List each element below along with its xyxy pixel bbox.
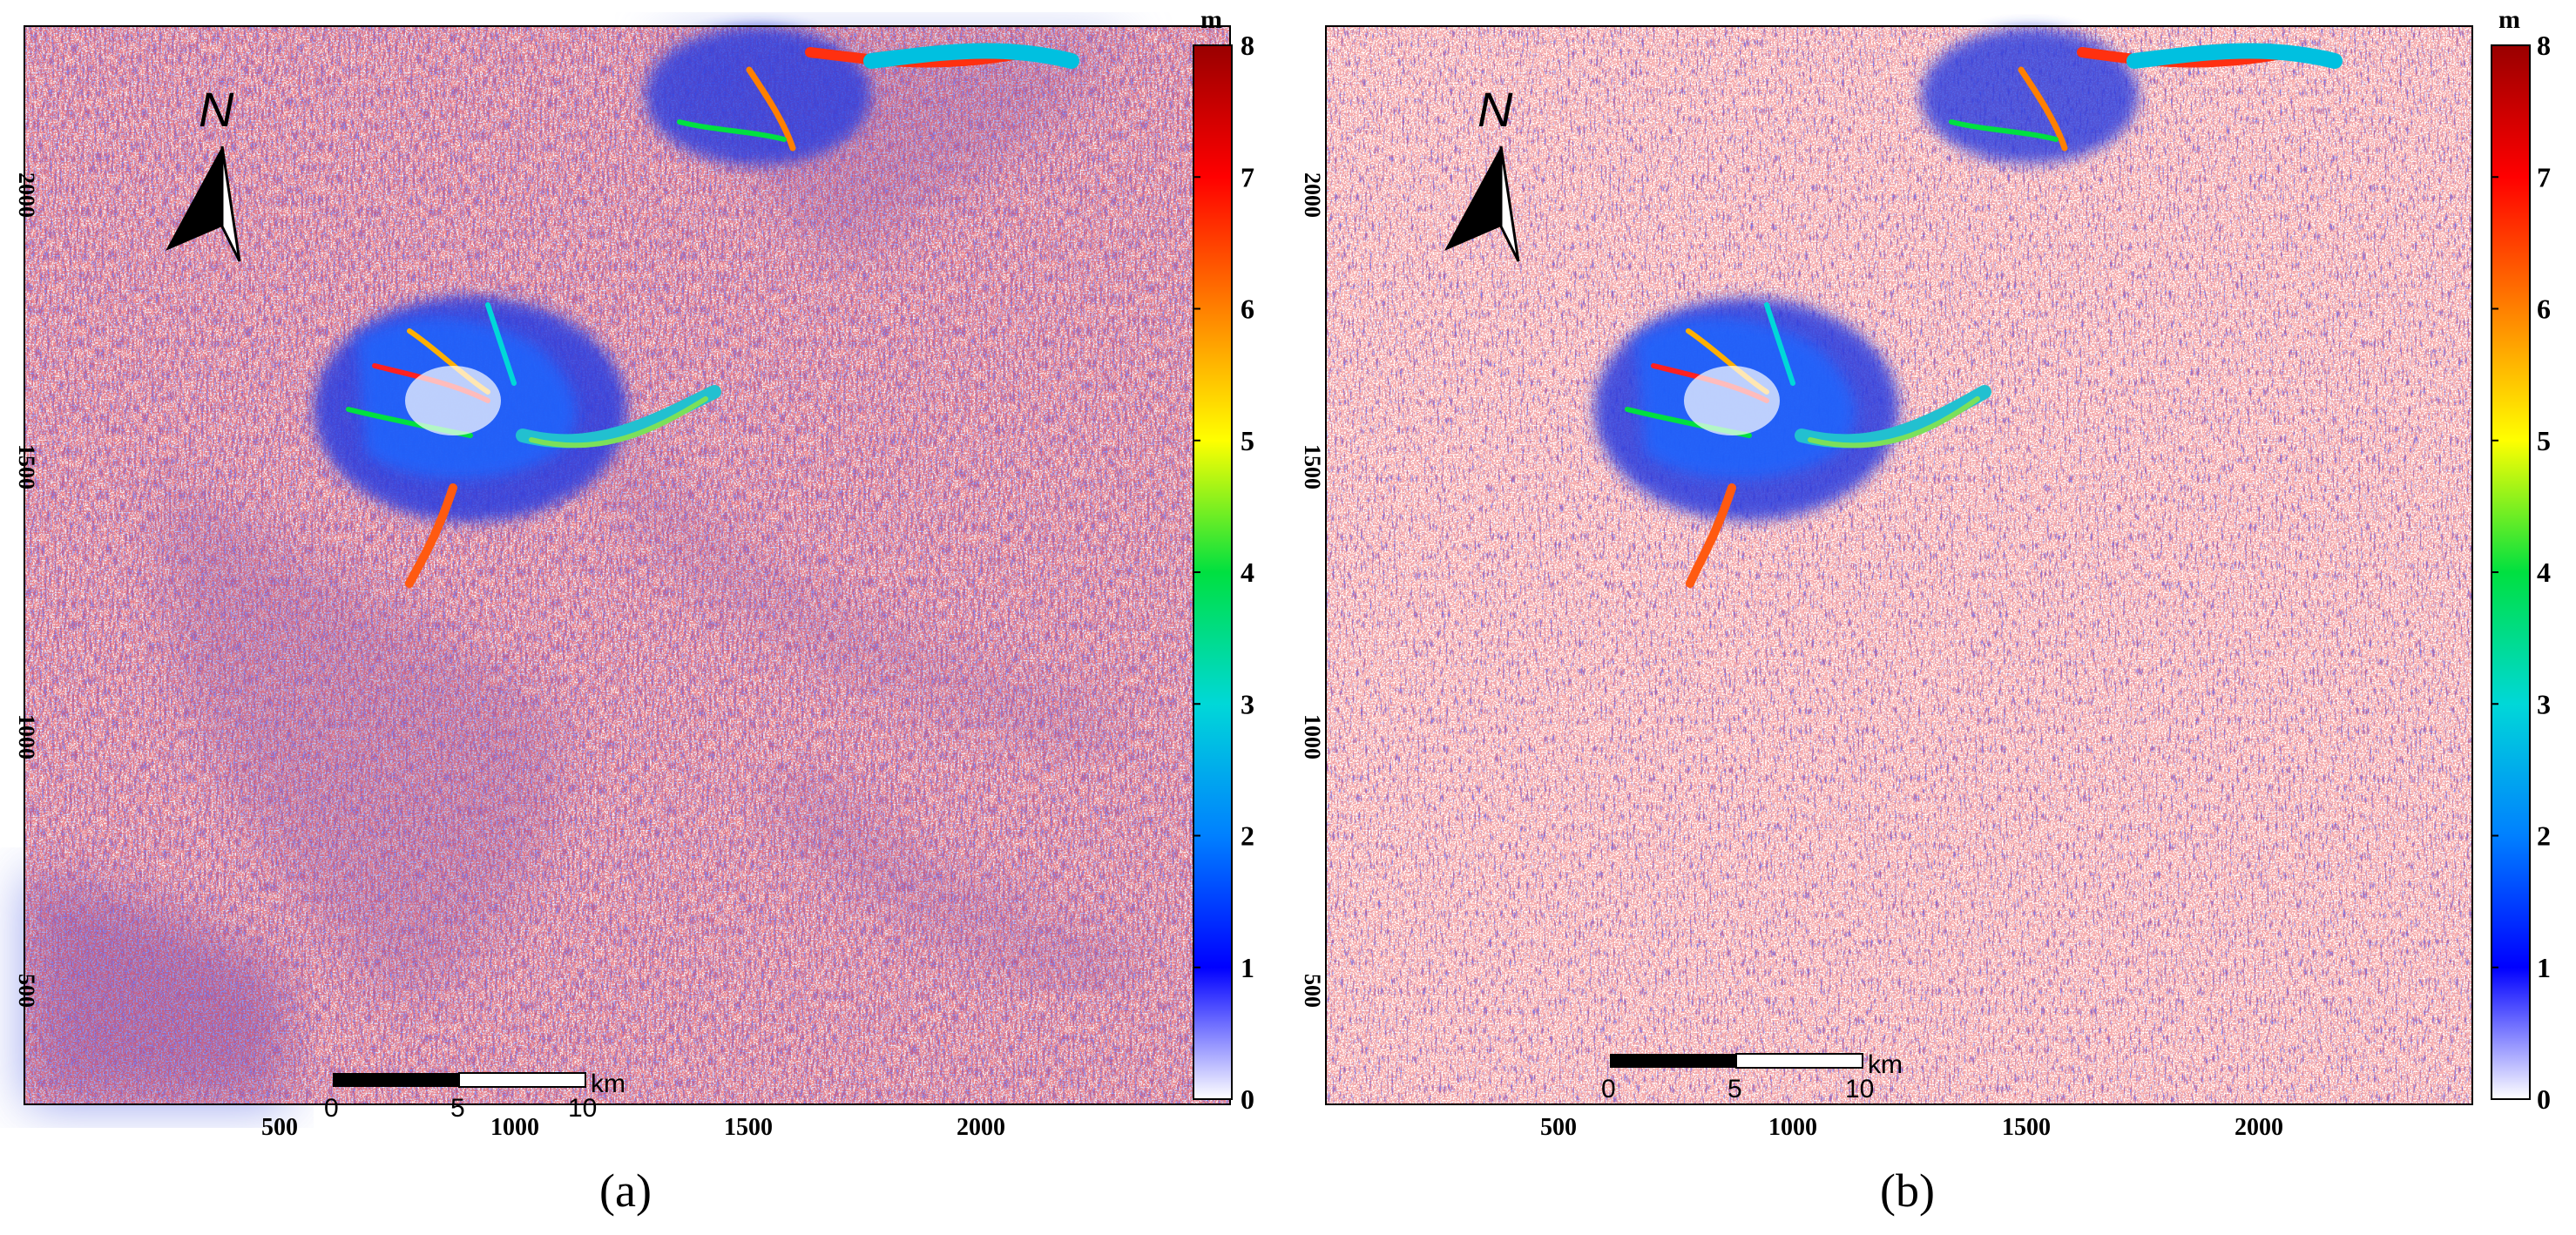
x-tick-1000: 1000 (490, 1114, 539, 1141)
colorbar-tick-label: 1 (2537, 952, 2551, 983)
x-tick-2000: 2000 (957, 1114, 1005, 1141)
scalebar-tick-5: 5 (450, 1094, 465, 1123)
colorbar-tick-label: 6 (1241, 294, 1254, 325)
x-axis-b: 500 1000 1500 2000 (1540, 1114, 2283, 1141)
y-tick-1000: 1000 (14, 714, 39, 759)
scalebar-unit: km (1868, 1050, 1903, 1079)
map-image-a (24, 26, 1230, 1104)
colorbar-tick-label: 3 (1241, 688, 1254, 719)
scalebar-tick-10: 10 (1845, 1075, 1874, 1103)
x-axis-a: 500 1000 1500 2000 (261, 1114, 1005, 1141)
x-tick-1000: 1000 (1768, 1114, 1817, 1141)
map-image-b (1326, 26, 2472, 1104)
colorbar-tick-label: 2 (1241, 820, 1254, 852)
colorbar-tick-label: 6 (2537, 294, 2551, 325)
scalebar-tick-5: 5 (1727, 1075, 1742, 1103)
y-tick-1000: 1000 (1300, 714, 1325, 759)
x-tick-1500: 1500 (724, 1114, 773, 1141)
north-arrow-icon: N (166, 82, 241, 262)
colorbar-tick-label: 4 (1241, 557, 1254, 588)
y-tick-1500: 1500 (1300, 444, 1325, 489)
map-frame-b (1325, 25, 2473, 1105)
y-tick-2000: 2000 (14, 172, 39, 218)
glacier-central-a (314, 296, 721, 588)
x-tick-500: 500 (1540, 1114, 1577, 1141)
y-axis-b: 2000 1500 1000 500 (1300, 172, 1325, 1008)
scalebar-unit: km (591, 1070, 625, 1098)
glacier-north-b (1921, 28, 2343, 164)
y-tick-500: 500 (1300, 974, 1325, 1008)
colorbar-tick-label: 0 (2537, 1083, 2551, 1115)
colorbar-tick-label: 1 (1241, 952, 1254, 983)
colorbar-tick-label: 4 (2537, 557, 2551, 588)
colorbar-tick-label: 3 (2537, 688, 2551, 719)
x-tick-2000: 2000 (2235, 1114, 2283, 1141)
colorbar-unit: m (2498, 5, 2520, 34)
panel-caption-b: (b) (1880, 1164, 1935, 1217)
glacier-central-b (1594, 298, 1991, 588)
scalebar-tick-0: 0 (324, 1094, 339, 1123)
colorbar-tick-label: 7 (2537, 161, 2551, 192)
colorbar-tick-label: 0 (1241, 1083, 1254, 1115)
colorbar-a: m 0 1 2 3 4 5 6 7 8 (1193, 5, 1254, 1115)
colorbar-tick-label: 7 (1241, 161, 1254, 192)
scalebar-b: 0 5 10 km (1601, 1050, 1903, 1103)
panel-b: N 0 5 10 km 2000 1500 1000 500 500 1000 … (1300, 5, 2551, 1217)
scalebar-tick-10: 10 (568, 1094, 597, 1123)
north-label: N (1477, 82, 1513, 137)
colorbar-tick-label: 2 (2537, 820, 2551, 852)
scalebar-tick-0: 0 (1601, 1075, 1616, 1103)
colorbar-tick-label: 8 (2537, 30, 2551, 61)
colorbar-b: m 0 1 2 3 4 5 6 7 8 (2491, 5, 2551, 1115)
y-tick-1500: 1500 (14, 444, 39, 489)
north-arrow-icon: N (1444, 82, 1520, 262)
scalebar-a: 0 5 10 km (324, 1070, 625, 1123)
panel-a: N 0 5 10 km 2000 1500 1000 500 500 1000 … (14, 5, 1254, 1217)
y-axis-a: 2000 1500 1000 500 (14, 172, 39, 1008)
panel-caption-a: (a) (599, 1164, 652, 1217)
colorbar-tick-label: 5 (1241, 425, 1254, 456)
colorbar-tick-label: 5 (2537, 425, 2551, 456)
glacier-north-a (645, 26, 1079, 165)
colorbar-unit: m (1200, 5, 1222, 34)
x-tick-1500: 1500 (2002, 1114, 2051, 1141)
colorbar-tick-label: 8 (1241, 30, 1254, 61)
north-label: N (199, 82, 234, 137)
x-tick-500: 500 (261, 1114, 298, 1141)
y-tick-500: 500 (14, 974, 39, 1008)
y-tick-2000: 2000 (1300, 172, 1325, 218)
